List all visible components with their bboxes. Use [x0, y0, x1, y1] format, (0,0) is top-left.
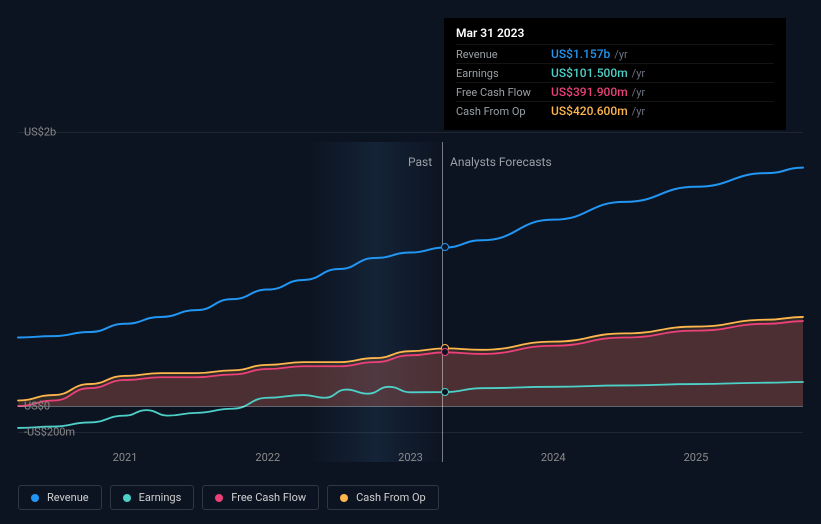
tooltip-row-value: US$391.900m: [551, 85, 628, 99]
tooltip-row-label: Cash From Op: [456, 105, 551, 118]
tooltip-row-value: US$101.500m: [551, 66, 628, 80]
x-axis-label: 2021: [113, 451, 138, 464]
gridline: [18, 432, 803, 433]
tooltip-row-unit: /yr: [632, 67, 645, 80]
y-axis-label: US$0: [24, 400, 50, 413]
legend-item-earnings[interactable]: Earnings: [110, 485, 195, 510]
tooltip-row-unit: /yr: [614, 48, 627, 61]
legend-dot-icon: [215, 494, 223, 502]
legend-item-revenue[interactable]: Revenue: [18, 485, 102, 510]
tooltip-row: EarningsUS$101.500m/yr: [456, 63, 774, 82]
series-marker: [441, 388, 449, 396]
tooltip-row-value: US$1.157b: [551, 47, 610, 61]
tooltip-row-unit: /yr: [632, 105, 645, 118]
legend-label: Earnings: [139, 491, 182, 504]
financials-chart: Past Analysts Forecasts Mar 31 2023 Reve…: [0, 0, 821, 524]
legend-label: Cash From Op: [356, 491, 426, 504]
tooltip-row-label: Free Cash Flow: [456, 86, 551, 99]
tooltip-row-unit: /yr: [632, 86, 645, 99]
cursor-line: [442, 142, 443, 462]
forecast-label: Analysts Forecasts: [450, 155, 552, 169]
legend-dot-icon: [340, 494, 348, 502]
tooltip-row: Cash From OpUS$420.600m/yr: [456, 101, 774, 120]
legend-dot-icon: [123, 494, 131, 502]
past-label: Past: [408, 155, 432, 169]
tooltip-date: Mar 31 2023: [456, 26, 774, 40]
tooltip-rows: RevenueUS$1.157b/yrEarningsUS$101.500m/y…: [456, 44, 774, 120]
legend-label: Free Cash Flow: [231, 491, 306, 504]
gridline: [18, 406, 803, 407]
legend-dot-icon: [31, 494, 39, 502]
tooltip-row: Free Cash FlowUS$391.900m/yr: [456, 82, 774, 101]
legend: Revenue Earnings Free Cash Flow Cash From O…: [18, 485, 439, 510]
x-axis-label: 2023: [398, 451, 423, 464]
x-axis-label: 2024: [541, 451, 566, 464]
tooltip: Mar 31 2023 RevenueUS$1.157b/yrEarningsU…: [444, 18, 786, 130]
legend-label: Revenue: [47, 491, 89, 504]
series-marker: [441, 243, 449, 251]
y-axis-label: US$2b: [24, 126, 56, 139]
tooltip-row-label: Earnings: [456, 67, 551, 80]
y-axis-label: -US$200m: [24, 426, 75, 439]
tooltip-row: RevenueUS$1.157b/yr: [456, 44, 774, 63]
tooltip-row-label: Revenue: [456, 48, 551, 61]
x-axis-label: 2022: [255, 451, 280, 464]
legend-item-cash_from_op[interactable]: Cash From Op: [327, 485, 439, 510]
highlight-band: [310, 142, 442, 462]
series-marker: [441, 348, 449, 356]
gridline: [18, 132, 803, 133]
x-axis-label: 2025: [684, 451, 709, 464]
tooltip-row-value: US$420.600m: [551, 104, 628, 118]
legend-item-free_cash_flow[interactable]: Free Cash Flow: [202, 485, 319, 510]
